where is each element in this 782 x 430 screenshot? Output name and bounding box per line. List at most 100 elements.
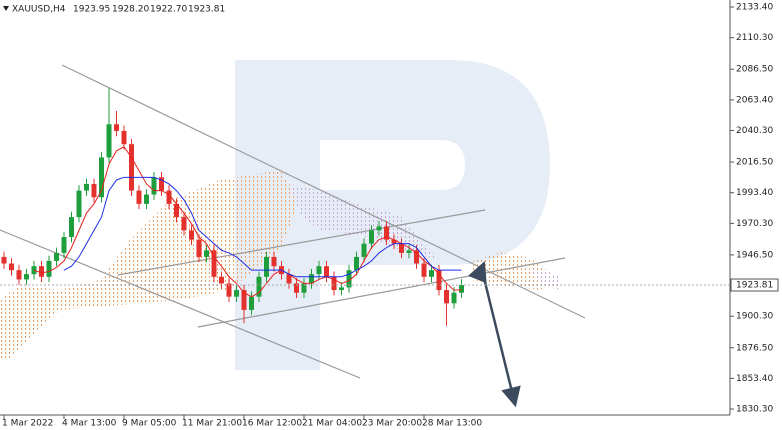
- candle-body: [444, 290, 449, 304]
- candle-body: [106, 124, 112, 158]
- candle-body: [414, 250, 419, 264]
- candle-body: [9, 263, 14, 271]
- candle-body: [286, 274, 292, 284]
- y-tick-label: 2133.40: [736, 3, 773, 13]
- candle-body: [174, 203, 179, 218]
- candle-body: [234, 290, 239, 297]
- x-tick-label: 9 Mar 05:00: [122, 419, 177, 429]
- candle-body: [346, 270, 352, 288]
- candle-body: [114, 124, 119, 131]
- candle-body: [211, 250, 217, 277]
- last-price-box: [730, 278, 779, 292]
- candle-body: [256, 276, 262, 297]
- candle-body: [241, 290, 247, 310]
- candle-body: [354, 256, 359, 271]
- x-tick-label: 21 Mar 04:00: [302, 419, 362, 429]
- y-tick-label: 2110.30: [736, 33, 773, 43]
- x-tick-label: 1 Mar 2022: [2, 419, 53, 429]
- y-tick-label: 2040.30: [736, 126, 773, 136]
- candle-body: [144, 194, 149, 204]
- candle-body: [69, 217, 74, 238]
- y-tick-label: 2086.50: [736, 65, 773, 75]
- candle-body: [264, 256, 269, 277]
- candle-body: [91, 183, 97, 198]
- candle-body: [39, 266, 44, 277]
- candle-body: [294, 283, 299, 293]
- candle-body: [429, 270, 434, 277]
- candle-body: [166, 190, 172, 204]
- candle-body: [46, 260, 52, 277]
- symbol: XAUUSD,H4: [12, 5, 66, 15]
- candle-body: [76, 190, 82, 218]
- candle-body: [376, 226, 382, 231]
- candle-body: [459, 285, 464, 293]
- cloud-purple-future: [530, 268, 560, 290]
- candle-body: [399, 243, 404, 253]
- candle-body: [309, 274, 314, 284]
- header-open: 1923.95: [73, 5, 110, 15]
- trend-line: [117, 209, 486, 276]
- candle-body: [16, 270, 22, 280]
- y-tick-label: 1993.40: [736, 188, 773, 198]
- candle-body: [249, 296, 254, 310]
- header-low: 1922.70: [150, 5, 187, 15]
- last-price-label: 1923.81: [736, 281, 773, 291]
- x-tick-label: 16 Mar 12:00: [242, 419, 302, 429]
- candle-body: [391, 239, 397, 244]
- candle-body: [204, 250, 209, 257]
- candle-body: [226, 283, 232, 297]
- candle-body: [316, 266, 322, 275]
- candle-body: [159, 177, 164, 191]
- candle-body: [189, 230, 194, 240]
- trend-line: [0, 229, 361, 379]
- candle-body: [406, 250, 412, 253]
- candle-body: [219, 276, 224, 284]
- x-tick-label: 23 Mar 20:00: [362, 419, 422, 429]
- candle-body: [324, 266, 329, 277]
- y-tick-label: 1946.50: [736, 250, 773, 260]
- y-tick-label: 2063.40: [736, 95, 773, 105]
- forecast-arrow: [480, 269, 521, 408]
- indicator-line: [33, 146, 462, 298]
- y-tick-label: 1900.30: [736, 312, 773, 322]
- forecast-arrow-head: [468, 261, 487, 284]
- candle-body: [129, 144, 134, 191]
- candle-body: [84, 183, 89, 191]
- cloud-orange: [0, 170, 300, 358]
- candle-body: [99, 157, 104, 198]
- candle-body: [24, 274, 29, 280]
- candle-body: [369, 230, 374, 244]
- candle-body: [384, 226, 389, 240]
- candle-body: [451, 292, 457, 304]
- trend-line: [61, 64, 586, 319]
- trend-line: [197, 257, 566, 328]
- candle-body: [136, 190, 142, 204]
- menu-triangle: [3, 6, 9, 11]
- candle-body: [361, 243, 367, 257]
- candle-body: [151, 177, 157, 195]
- candle-body: [1, 256, 7, 264]
- plot: [1, 88, 464, 326]
- y-tick-label: 2016.50: [736, 158, 773, 168]
- candle-body: [436, 270, 442, 291]
- y-tick-label: 1970.30: [736, 219, 773, 229]
- x-tick-label: 28 Mar 13:00: [422, 419, 482, 429]
- x-tick-label: 11 Mar 21:00: [182, 419, 242, 429]
- cloud-purple: [290, 185, 440, 260]
- candle-body: [61, 237, 67, 253]
- candle-body: [339, 287, 344, 291]
- x-tick-label: 4 Mar 13:00: [62, 419, 117, 429]
- candle-body: [181, 217, 187, 231]
- candle-body: [271, 256, 277, 267]
- candle-body: [421, 263, 427, 277]
- indicator-line: [63, 176, 462, 278]
- candle-body: [54, 252, 59, 261]
- y-tick-label: 1830.30: [736, 405, 773, 415]
- candle-body: [196, 239, 202, 257]
- candle-body: [121, 130, 127, 145]
- header-high: 1928.20: [112, 5, 149, 15]
- header-close: 1923.81: [188, 5, 225, 15]
- y-tick-label: 1876.50: [736, 343, 773, 353]
- y-tick-label: 1853.40: [736, 374, 773, 384]
